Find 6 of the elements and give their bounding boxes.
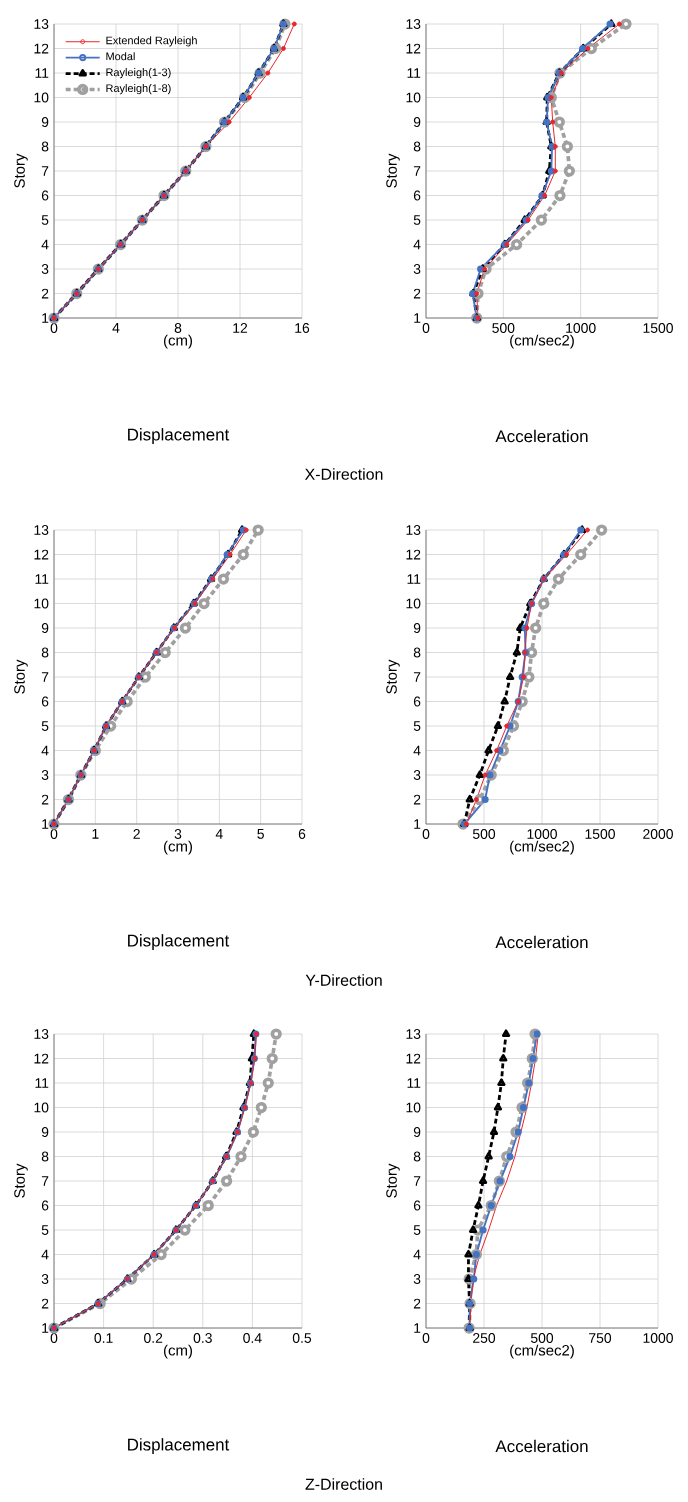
text: Acceleration bbox=[495, 429, 588, 443]
text: Displacement bbox=[128, 428, 230, 444]
text: Acceleration bbox=[495, 1439, 588, 1453]
text: Acceleration bbox=[495, 935, 588, 949]
text: Displacement bbox=[128, 934, 230, 950]
text: Displacement bbox=[128, 1438, 230, 1454]
